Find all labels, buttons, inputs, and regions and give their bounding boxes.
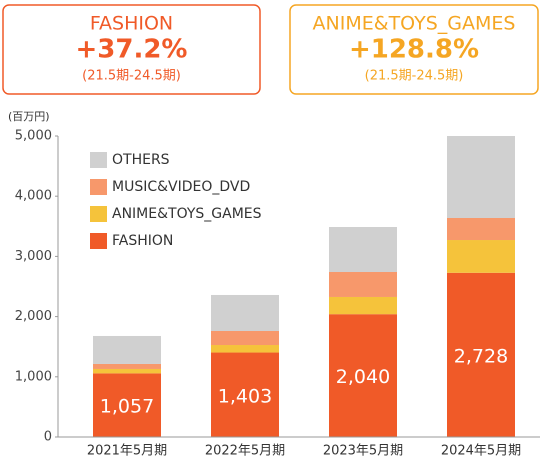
value-label: 2,040 bbox=[336, 366, 390, 388]
x-tick-label: 2023年5月期 bbox=[323, 444, 403, 459]
bar-segment bbox=[211, 352, 279, 437]
bar-segment bbox=[447, 136, 515, 218]
value-label: 1,057 bbox=[100, 396, 154, 418]
bar-segment bbox=[329, 314, 397, 437]
y-tick-label: 2,000 bbox=[15, 309, 52, 324]
callout-change: +37.2% bbox=[76, 35, 188, 65]
callout-period: (21.5期-24.5期) bbox=[365, 69, 464, 84]
callout-change: +128.8% bbox=[349, 35, 479, 65]
y-tick-label: 5,000 bbox=[15, 129, 52, 144]
callout-title: ANIME&TOYS_GAMES bbox=[313, 13, 516, 35]
callout-title: FASHION bbox=[90, 13, 173, 35]
bar-segment bbox=[93, 368, 161, 374]
legend-label: ANIME&TOYS_GAMES bbox=[112, 206, 262, 222]
x-tick-label: 2022年5月期 bbox=[205, 444, 285, 459]
callout-period: (21.5期-24.5期) bbox=[82, 69, 181, 84]
y-axis-label: (百万円) bbox=[8, 110, 50, 123]
x-tick-label: 2021年5月期 bbox=[87, 444, 167, 459]
bar-segment bbox=[447, 240, 515, 273]
value-label: 1,403 bbox=[218, 385, 272, 407]
legend-label: FASHION bbox=[112, 233, 173, 249]
bar-segment bbox=[93, 363, 161, 369]
bar-segment bbox=[329, 296, 397, 315]
value-label: 2,728 bbox=[454, 345, 508, 367]
y-tick-label: 4,000 bbox=[15, 189, 52, 204]
x-tick-label: 2024年5月期 bbox=[441, 444, 521, 459]
bar-segment bbox=[211, 294, 279, 331]
bar-segment bbox=[211, 330, 279, 346]
callout-box bbox=[289, 4, 539, 95]
y-tick-label: 3,000 bbox=[15, 249, 52, 264]
bar-segment bbox=[93, 335, 161, 364]
legend-swatch bbox=[90, 179, 107, 195]
legend-swatch bbox=[90, 152, 107, 168]
legend-label: MUSIC&VIDEO_DVD bbox=[112, 179, 250, 195]
y-tick-label: 1,000 bbox=[15, 369, 52, 384]
y-tick-label: 0 bbox=[44, 430, 52, 445]
bar-segment bbox=[329, 227, 397, 272]
bar-segment bbox=[211, 345, 279, 353]
legend-swatch bbox=[90, 206, 107, 222]
bar-segment bbox=[329, 271, 397, 297]
bar-segment bbox=[447, 272, 515, 437]
legend-swatch bbox=[90, 233, 107, 249]
bar-segment bbox=[447, 217, 515, 241]
legend-label: OTHERS bbox=[112, 152, 170, 168]
bar-segment bbox=[93, 373, 161, 437]
callout-box bbox=[2, 4, 261, 95]
